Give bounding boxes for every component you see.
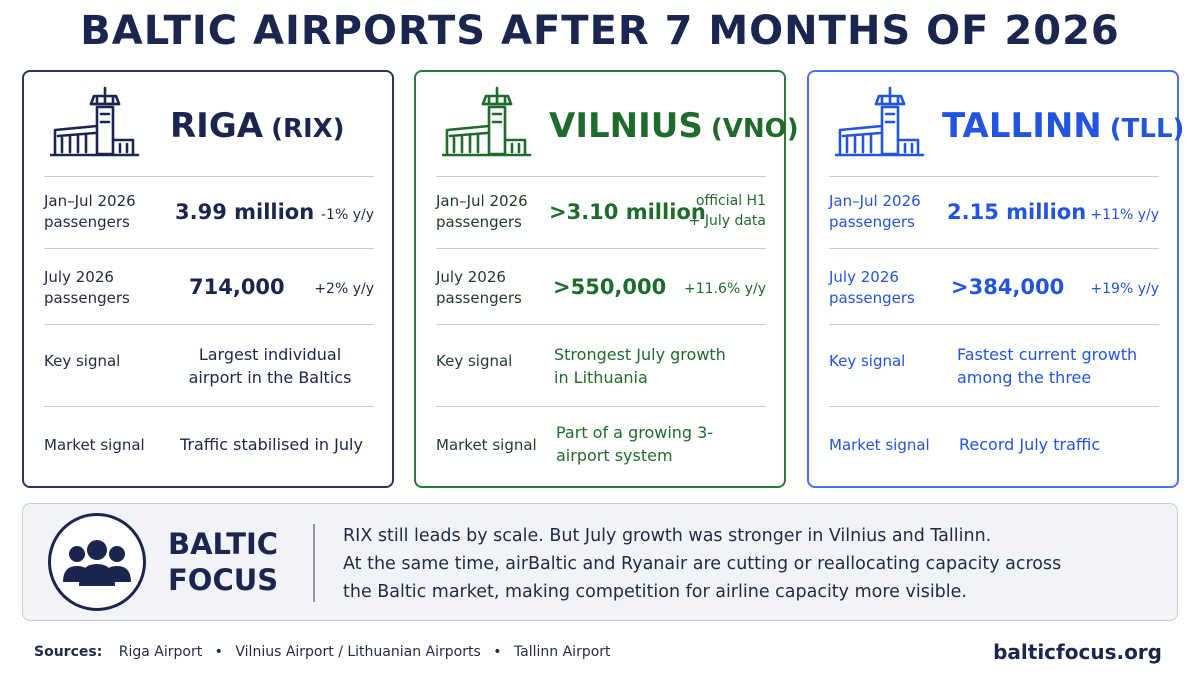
row-key-signal: Key signal Strongest July growth in Lith… [436, 324, 766, 406]
card-header: VILNIUS (VNO) [416, 72, 799, 176]
july-value: 714,000 [189, 275, 285, 299]
row-july: July 2026 passengers 714,000 +2% y/y [44, 248, 374, 324]
focus-panel: BALTIC FOCUS RIX still leads by scale. B… [22, 503, 1178, 621]
sources-footer: Sources: Riga Airport • Vilnius Airport … [34, 644, 611, 660]
card-header: TALLINN (TLL) [809, 72, 1184, 176]
row-label: Key signal [44, 352, 121, 370]
ytd-change: -1% y/y [321, 207, 374, 223]
market-signal-text: Part of a growing 3-airport system [556, 423, 714, 465]
july-change: +11.6% y/y [684, 281, 766, 297]
ytd-value: 2.15 million [947, 200, 1087, 224]
key-signal-text: Fastest current growth among the three [957, 345, 1138, 387]
row-label: Market signal [829, 436, 930, 454]
people-group-icon [63, 540, 131, 586]
row-market-signal: Market signal Part of a growing 3-airpor… [436, 406, 766, 482]
row-july: July 2026 passengers >550,000 +11.6% y/y [436, 248, 766, 324]
row-ytd: Jan–Jul 2026 passengers 2.15 million +11… [829, 176, 1159, 248]
ytd-change: +11% y/y [1090, 207, 1159, 223]
airport-tower-icon [50, 86, 140, 157]
card-vilnius: VILNIUS (VNO) Jan–Jul 2026 passengers >3.… [414, 70, 799, 488]
page-title: BALTIC AIRPORTS AFTER 7 MONTHS OF 2026 [80, 8, 1120, 54]
july-change: +19% y/y [1090, 281, 1159, 297]
airport-code: (RIX) [271, 114, 345, 144]
july-change: +2% y/y [314, 281, 374, 297]
site-link[interactable]: balticfocus.org [993, 640, 1162, 664]
row-key-signal: Key signal Largest individual airport in… [44, 324, 374, 406]
ytd-change: official H1 + July data [688, 193, 766, 229]
market-signal-text: Traffic stabilised in July [180, 435, 363, 454]
row-label: Market signal [436, 436, 537, 454]
row-market-signal: Market signal Record July traffic [829, 406, 1159, 482]
source-item: Vilnius Airport / Lithuanian Airports [235, 644, 481, 660]
card-riga: RIGA (RIX) Jan–Jul 2026 passengers 3.99 m… [22, 70, 394, 488]
focus-title: BALTIC FOCUS [168, 527, 279, 597]
focus-icon-circle [48, 513, 146, 611]
airport-tower-icon [442, 86, 532, 157]
airport-name: RIGA (RIX) [170, 106, 345, 146]
focus-divider [313, 524, 315, 602]
row-label: July 2026 passengers [436, 268, 522, 307]
airport-name: TALLINN (TLL) [942, 106, 1185, 146]
key-signal-text: Largest individual airport in the Baltic… [188, 345, 352, 387]
row-label: July 2026 passengers [829, 268, 915, 307]
row-ytd: Jan–Jul 2026 passengers >3.10 million of… [436, 176, 766, 248]
focus-line: At the same time, airBaltic and Ryanair … [343, 554, 1062, 574]
separator: • [493, 644, 502, 660]
source-item: Riga Airport [118, 644, 203, 660]
focus-text: RIX still leads by scale. But July growt… [343, 522, 1163, 606]
row-label: Jan–Jul 2026 passengers [436, 192, 528, 231]
sources-label: Sources: [34, 644, 103, 660]
market-signal-text: Record July traffic [959, 435, 1101, 454]
card-header: RIGA (RIX) [24, 72, 392, 176]
row-ytd: Jan–Jul 2026 passengers 3.99 million -1%… [44, 176, 374, 248]
row-label: Market signal [44, 436, 145, 454]
row-label: Key signal [829, 352, 906, 370]
row-label: July 2026 passengers [44, 268, 130, 307]
airport-name: VILNIUS (VNO) [549, 106, 799, 146]
july-value: >550,000 [553, 275, 667, 299]
source-item: Tallinn Airport [513, 644, 611, 660]
row-label: Jan–Jul 2026 passengers [44, 192, 136, 231]
airport-tower-icon [835, 86, 925, 157]
airport-code: (TLL) [1109, 114, 1185, 144]
row-label: Jan–Jul 2026 passengers [829, 192, 921, 231]
card-tallinn: TALLINN (TLL) Jan–Jul 2026 passengers 2.1… [807, 70, 1184, 488]
focus-line: RIX still leads by scale. But July growt… [343, 526, 992, 546]
july-value: >384,000 [951, 275, 1065, 299]
row-key-signal: Key signal Fastest current growth among … [829, 324, 1159, 406]
ytd-value: >3.10 million [549, 200, 706, 224]
row-market-signal: Market signal Traffic stabilised in July [44, 406, 374, 482]
focus-line: the Baltic market, making competition fo… [343, 582, 967, 602]
key-signal-text: Strongest July growth in Lithuania [554, 345, 726, 387]
airport-code: (VNO) [710, 114, 799, 144]
row-label: Key signal [436, 352, 513, 370]
row-july: July 2026 passengers >384,000 +19% y/y [829, 248, 1159, 324]
separator: • [214, 644, 223, 660]
ytd-value: 3.99 million [175, 200, 315, 224]
